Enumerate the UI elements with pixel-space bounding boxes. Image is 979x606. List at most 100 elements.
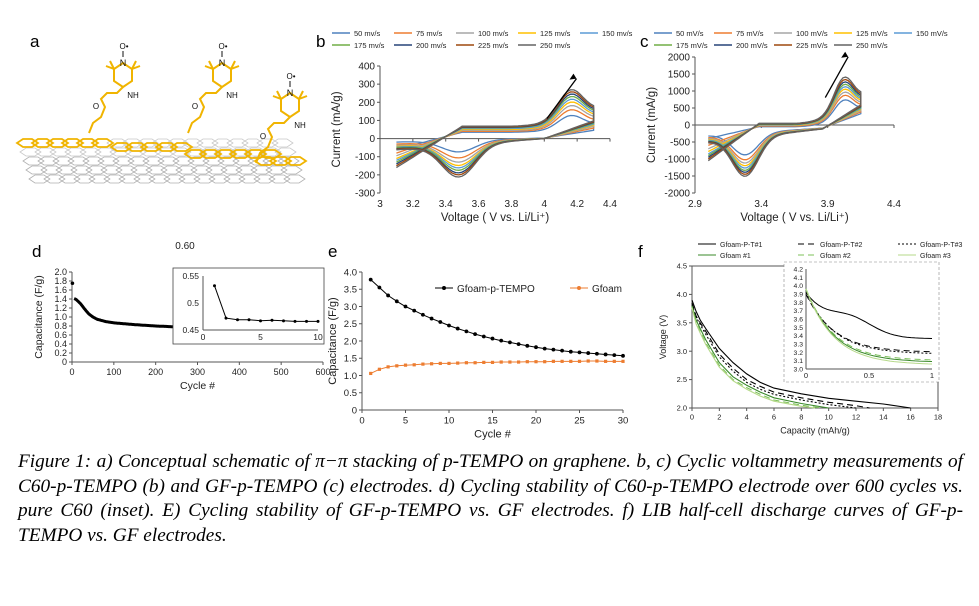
hex-cell	[142, 156, 165, 166]
x-tick-label: 20	[531, 416, 542, 427]
hex-cell	[268, 174, 291, 184]
series-line-4	[691, 306, 822, 409]
trend-arrow	[546, 78, 578, 119]
oxygen-radical: O•	[119, 42, 128, 51]
hex-cell	[88, 174, 111, 184]
methyl-groups	[272, 90, 308, 100]
y-axis-label: Current (mA/g)	[646, 87, 658, 163]
data-point	[490, 336, 495, 341]
y-tick-label: 2.0	[344, 336, 357, 347]
hex-cell	[280, 165, 303, 175]
inset-box	[783, 261, 940, 383]
hex-cell	[85, 165, 108, 175]
legend-label: Gfoam	[592, 284, 622, 295]
hex-cell	[175, 165, 198, 175]
hex-cell	[172, 156, 195, 166]
data-point	[551, 359, 555, 363]
p-tempo-molecule: N O• NH O	[255, 72, 308, 164]
hex-cell	[198, 149, 223, 159]
legend-label: 200 mV/s	[736, 41, 768, 50]
legend-marker	[442, 286, 446, 290]
data-point	[621, 353, 625, 358]
hex-cell	[208, 174, 231, 184]
data-point	[412, 308, 417, 313]
inset-series-line-1	[805, 294, 933, 353]
data-point	[429, 316, 434, 321]
inset-data-point	[282, 319, 285, 323]
y-tick-label: 1.2	[54, 303, 67, 313]
y-axis-label: Capacitance (F/g)	[327, 297, 339, 384]
data-point	[464, 361, 468, 365]
inset-y-tick-label: 3.6	[794, 317, 804, 324]
amide-nh: NH	[226, 91, 238, 100]
nitrogen-atom: N	[219, 58, 226, 68]
data-point	[421, 312, 425, 317]
hex-cell	[30, 138, 55, 148]
legend-label: 100 mV/s	[796, 29, 828, 38]
x-tick-label: 16	[906, 413, 914, 422]
cv-series-8	[396, 89, 595, 178]
y-tick-label: 2.5	[344, 319, 357, 330]
x-tick-label: 0	[359, 416, 364, 427]
y-tick-label: 400	[358, 62, 375, 73]
y-tick-label: -300	[355, 189, 375, 200]
inset-y-tick-label: 3.3	[794, 342, 804, 349]
x-tick-label: 6	[772, 413, 776, 422]
x-tick-label: 25	[574, 416, 585, 427]
hex-cell	[97, 156, 120, 166]
y-tick-label: 2.0	[54, 267, 67, 277]
hex-cell	[15, 138, 40, 148]
p-tempo-molecule: N O• NH O	[88, 42, 141, 134]
hex-cell	[145, 165, 168, 175]
inset-y-tick-label: 3.5	[794, 325, 804, 332]
hex-cell	[58, 174, 81, 184]
hex-cell	[268, 156, 293, 166]
data-point	[586, 359, 590, 363]
legend-label: Gfoam #1	[720, 253, 751, 260]
inset-series-line-5	[805, 288, 933, 365]
hex-cell	[133, 174, 156, 184]
data-point	[368, 277, 373, 282]
methyl-groups	[204, 60, 240, 70]
y-tick-label: 500	[673, 104, 690, 115]
data-point	[516, 342, 521, 347]
data-point	[612, 359, 616, 363]
hex-cell	[181, 138, 204, 148]
hex-cell	[199, 147, 222, 157]
hex-cell	[40, 165, 63, 175]
y-tick-label: 0.8	[54, 321, 67, 331]
x-axis-label: Cycle #	[474, 429, 512, 441]
hex-cell	[22, 156, 45, 166]
hex-cell	[121, 138, 144, 148]
legend-label: 250 mv/s	[540, 41, 571, 50]
carbonyl-oxygen: O	[192, 102, 198, 111]
hex-cell	[274, 147, 297, 157]
hex-cell	[223, 174, 246, 184]
data-point	[438, 361, 442, 366]
data-point	[586, 351, 591, 355]
y-tick-label: 0	[369, 134, 375, 145]
methyl-groups	[105, 60, 141, 70]
x-tick-label: 12	[852, 413, 860, 422]
trend-arrow	[824, 56, 849, 98]
nitrogen-atom: N	[120, 58, 127, 68]
hex-cell	[160, 165, 183, 175]
data-point	[482, 360, 486, 364]
hex-cell	[139, 142, 164, 152]
y-tick-label: 1500	[668, 70, 691, 81]
y-tick-label: 1.5	[344, 354, 357, 365]
hex-cell	[202, 156, 225, 166]
hex-cell	[193, 174, 216, 184]
y-tick-label: 1.4	[54, 294, 67, 304]
data-point	[508, 340, 512, 345]
hex-cell	[238, 174, 261, 184]
y-tick-label: 3.5	[344, 285, 357, 296]
y-tick-label: -1500	[664, 172, 690, 183]
legend-label: 225 mv/s	[478, 41, 509, 50]
y-axis-label: Capacitance (F/g)	[33, 275, 45, 358]
hex-cell	[265, 165, 288, 175]
x-tick-label: 3.9	[821, 199, 835, 210]
panel-letter-a: a	[30, 32, 40, 51]
hex-cell	[148, 174, 171, 184]
inset-data-point	[259, 319, 262, 323]
